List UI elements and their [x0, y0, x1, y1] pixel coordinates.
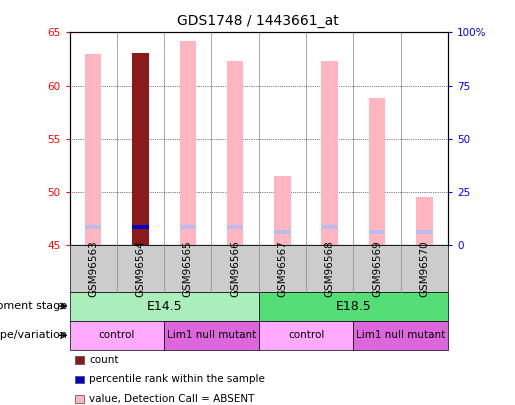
Text: GSM96569: GSM96569 [372, 240, 382, 297]
Bar [274, 176, 291, 245]
Bar [416, 197, 433, 245]
Text: GSM96568: GSM96568 [325, 240, 335, 297]
Text: GSM96564: GSM96564 [135, 240, 146, 297]
Text: GSM96570: GSM96570 [419, 240, 430, 296]
Bar [369, 230, 385, 234]
Text: GSM96566: GSM96566 [230, 240, 240, 297]
Text: GSM96563: GSM96563 [88, 240, 98, 297]
Text: count: count [89, 355, 118, 365]
Bar [274, 230, 291, 234]
Text: genotype/variation: genotype/variation [0, 330, 67, 340]
Bar [321, 225, 338, 229]
Text: value, Detection Call = ABSENT: value, Detection Call = ABSENT [89, 394, 254, 404]
Text: control: control [99, 330, 135, 340]
Text: development stage: development stage [0, 301, 67, 311]
Bar [180, 41, 196, 245]
Text: E18.5: E18.5 [336, 300, 371, 313]
Bar [180, 225, 196, 229]
Bar [132, 225, 149, 229]
Text: GSM96565: GSM96565 [183, 240, 193, 297]
Bar [369, 98, 385, 245]
Text: percentile rank within the sample: percentile rank within the sample [89, 375, 265, 384]
Text: GDS1748 / 1443661_at: GDS1748 / 1443661_at [177, 14, 338, 28]
Bar [85, 225, 101, 229]
Text: GSM96567: GSM96567 [278, 240, 287, 297]
Bar [416, 230, 433, 234]
Bar [321, 61, 338, 245]
Text: E14.5: E14.5 [146, 300, 182, 313]
Bar [85, 54, 101, 245]
Text: Lim1 null mutant: Lim1 null mutant [167, 330, 256, 340]
Bar [227, 61, 244, 245]
Text: Lim1 null mutant: Lim1 null mutant [356, 330, 445, 340]
Text: control: control [288, 330, 324, 340]
Bar [132, 53, 149, 245]
Bar [227, 225, 244, 229]
